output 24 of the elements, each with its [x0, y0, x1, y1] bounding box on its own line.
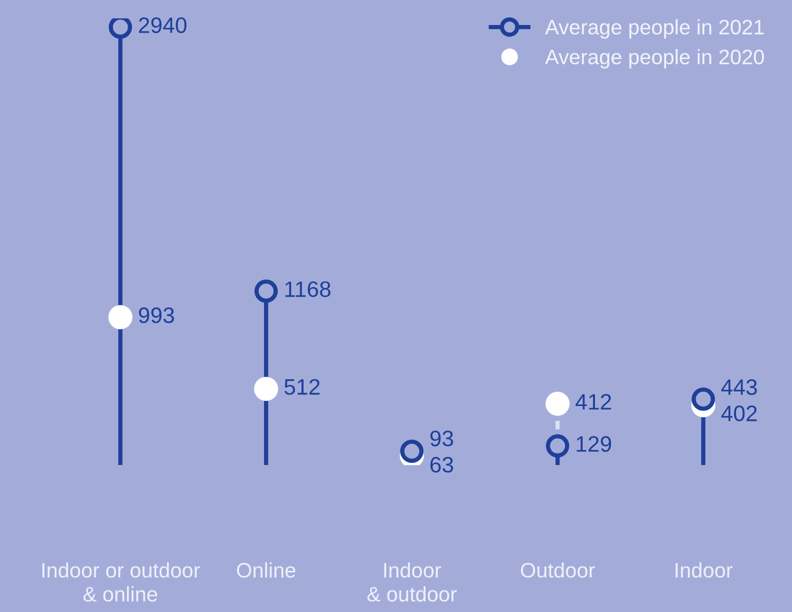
- data-label: 402: [721, 406, 757, 422]
- data-label: 1168: [285, 281, 330, 298]
- x-tick-label: Indoor or outdoor & online: [42, 562, 200, 602]
- data-label: 443: [721, 379, 757, 395]
- data-label: 63: [430, 456, 454, 473]
- legend-label: Average people in 2020: [545, 49, 764, 68]
- legend-label: Average people in 2021: [545, 19, 764, 39]
- x-tick-label: Indoor: [676, 562, 732, 578]
- data-label: 412: [576, 394, 612, 410]
- data-label: 129: [576, 436, 612, 452]
- point: [254, 279, 278, 303]
- data-label: 993: [138, 307, 174, 324]
- x-tick-label: Outdoor: [520, 562, 595, 578]
- point: [546, 434, 570, 458]
- point: [108, 305, 132, 330]
- point: [546, 392, 570, 416]
- data-label: 512: [284, 379, 320, 395]
- point: [254, 376, 278, 401]
- point: [692, 387, 715, 411]
- x-tick-label: Online: [236, 562, 296, 578]
- point: [400, 440, 424, 463]
- data-label: 93: [430, 430, 454, 446]
- x-tick-label: Indoor & outdoor: [367, 562, 457, 602]
- data-label: 2940: [138, 17, 186, 34]
